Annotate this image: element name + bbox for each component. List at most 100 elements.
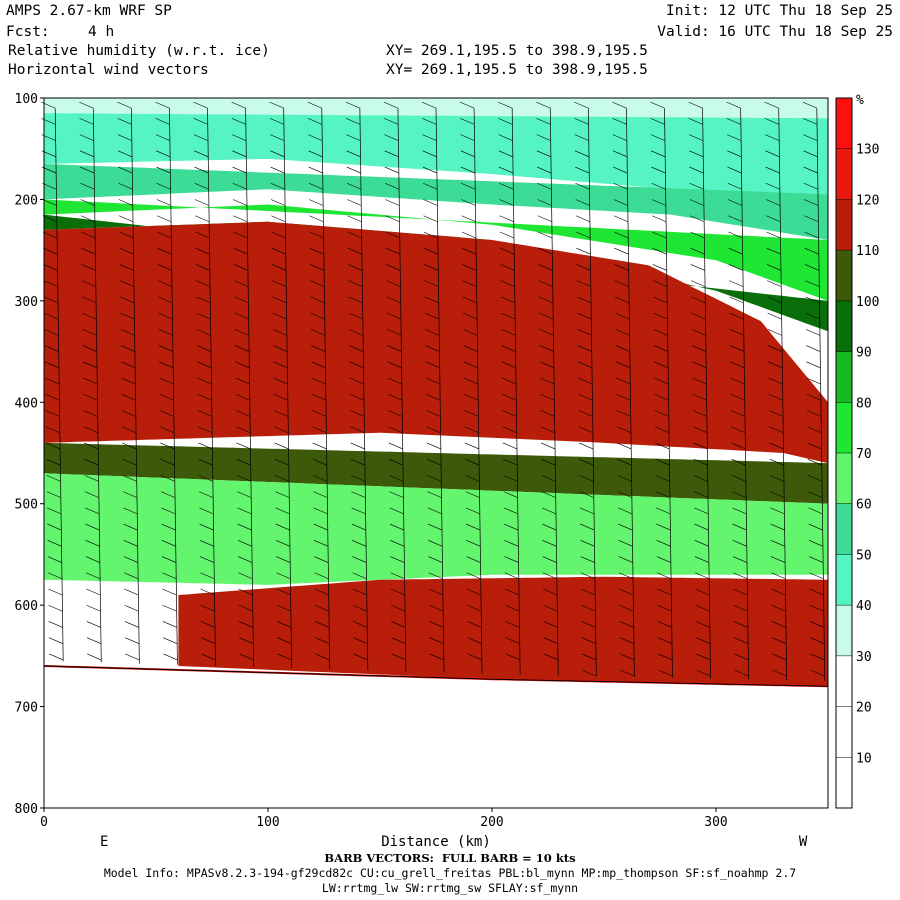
barb-flag [733,588,748,596]
barb-flag [274,426,289,433]
rh-band-3 [44,199,828,301]
barb-flag [83,377,98,385]
barb-flag [160,491,176,498]
barb-flag [387,329,402,336]
barb-flag [85,523,100,531]
barb-flag [805,312,820,320]
barb-flag [650,118,665,125]
barb-flag [766,215,781,223]
barb-flag [463,345,478,352]
barb-flag [499,215,514,223]
barb-flag [731,426,746,433]
barb-flag [581,588,596,596]
barb-staff [54,108,64,662]
barb-flag [122,442,137,450]
barb-flag [200,621,216,628]
barb-flag [234,280,249,287]
colorbar-label: 100 [856,295,879,310]
barb-flag [273,377,288,385]
barb-flag [195,231,210,239]
barb-flag [82,312,97,320]
barb-flag [87,653,102,661]
barb-flag [461,199,476,206]
barb-flag [120,312,135,320]
barb-flag [428,540,443,547]
barb-flag [690,280,706,287]
barb-flag [766,264,782,271]
barb-flag [576,264,591,271]
barb-flag [614,247,629,255]
barb-flag [310,296,325,304]
barb-flag [426,426,441,433]
barb-flag [84,491,100,498]
barb-flag [543,653,559,661]
barb-flag [465,507,480,515]
barb-flag [543,604,558,612]
barb-flag [313,491,328,498]
barb-flag [538,280,553,287]
barb-flag [617,507,633,515]
barb-flag [238,588,253,596]
barb-flag [238,621,254,628]
barb-flag [197,393,212,401]
barb-flag [467,653,483,661]
barb-flag [498,166,514,174]
barb-flag [391,637,406,644]
barb-flag [387,361,402,369]
barb-flag [767,312,782,320]
barb-flag [772,653,787,661]
barb-flag [689,166,704,174]
colorbar-label: 60 [856,498,872,513]
barb-flag [809,588,824,596]
barb-flag [159,377,174,385]
barb-flag [157,231,172,239]
barb-flag [764,118,780,125]
x-tick-label: 300 [704,815,727,830]
barb-flag [270,199,286,206]
barb-flag [231,134,247,141]
barb-flag [427,491,442,498]
barb-flag [84,458,99,466]
barb-flag [502,410,517,417]
colorbar-swatch [836,199,852,251]
barb-flag [274,475,290,482]
barb-flag [427,475,442,482]
barb-flag [84,442,99,450]
barb-flag [239,653,254,661]
barb-flag [576,231,591,239]
barb-flag [350,410,365,417]
barb-flag [270,134,285,141]
barb-flag [733,572,748,580]
barb-flag [733,621,749,628]
barb-flag [80,199,95,206]
barb-staff [778,108,788,681]
barb-flag [617,458,632,466]
barb-flag [161,540,176,547]
barb-flag [804,231,819,239]
barb-flag [581,637,596,644]
barb-flag [200,604,215,612]
barb-flag [158,329,173,336]
barb-flag [307,101,322,109]
barb-flag [347,247,363,255]
barb-flag [158,296,173,304]
barb-flag [82,329,97,336]
barb-flag [656,507,671,515]
barb-flag [613,183,628,190]
barb-flag [423,215,438,223]
barb-flag [160,458,175,466]
barb-flag [770,523,785,531]
barb-flag [276,588,291,596]
barb-flag [45,410,60,417]
barb-flag [237,491,252,498]
barb-flag [119,280,135,287]
barb-flag [502,442,518,450]
barb-flag [465,475,480,482]
barb-flag [808,523,823,531]
barb-flag [387,345,402,352]
barb-flag [309,264,325,271]
barb-flag [463,377,479,385]
barb-flag [806,410,822,417]
barb-flag [500,264,515,271]
